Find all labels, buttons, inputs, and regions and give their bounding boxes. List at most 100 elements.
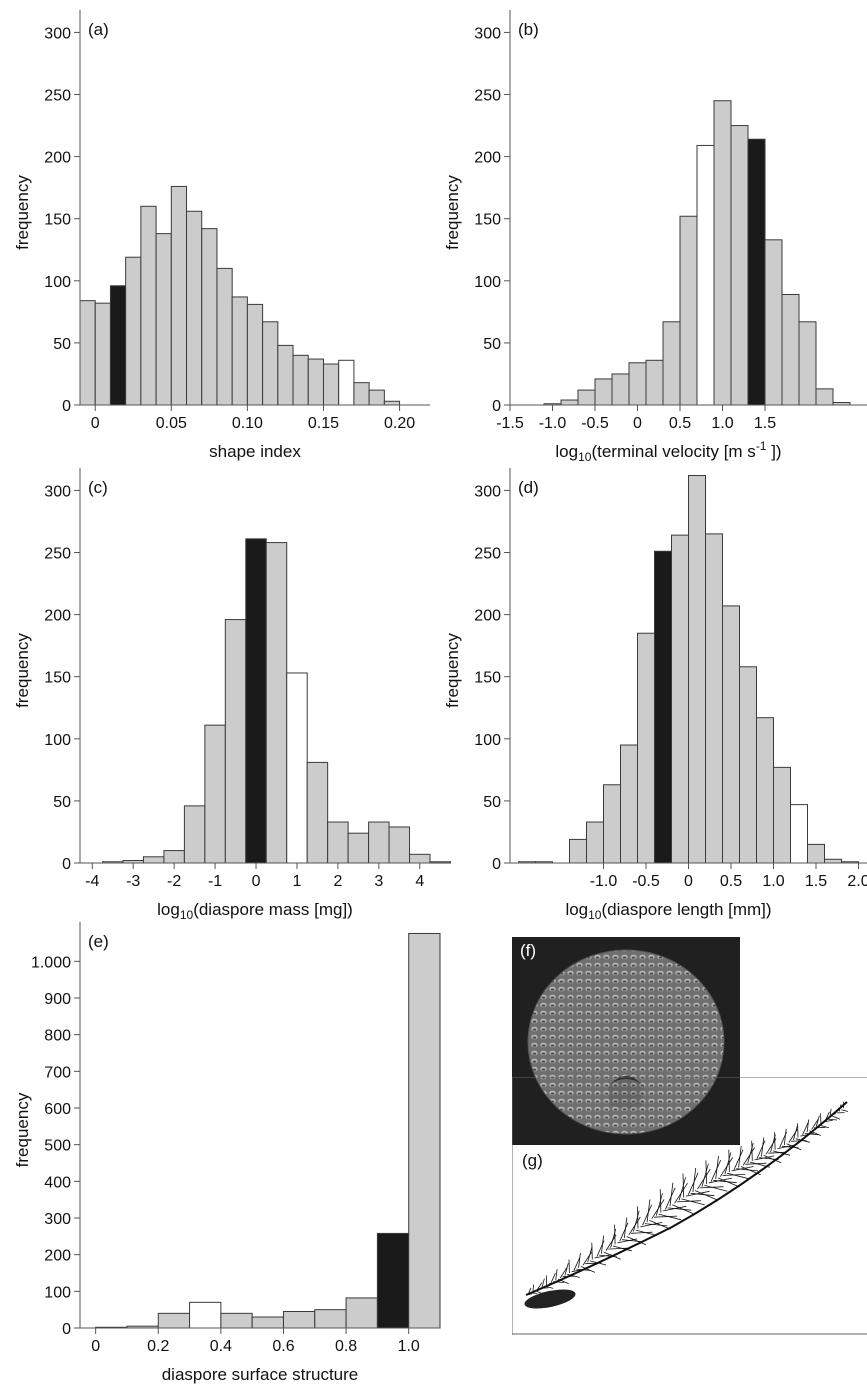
x-tick-label: 4	[415, 873, 424, 890]
histogram-bar	[322, 363, 340, 406]
histogram-bar	[569, 838, 587, 864]
y-tick-label: 300	[474, 483, 501, 500]
x-tick-label: 1	[293, 873, 302, 890]
histogram-bar	[94, 302, 111, 406]
x-tick-label: -2	[167, 873, 181, 890]
y-tick-label: 600	[44, 1101, 71, 1118]
y-tick-label: 400	[44, 1174, 71, 1191]
y-tick-label: 700	[44, 1064, 71, 1081]
y-axis-title: frequency	[13, 1092, 32, 1167]
panel-label: (c)	[88, 478, 108, 497]
histogram-bar	[594, 378, 613, 406]
histogram-bar	[292, 354, 309, 406]
histogram-bar	[79, 300, 96, 406]
y-tick-label: 150	[474, 670, 501, 687]
x-axis-title: log10(terminal velocity [m s-1 ])	[555, 439, 781, 464]
x-tick-label: 0.5	[720, 873, 742, 890]
y-tick-label: 900	[44, 991, 71, 1008]
histogram-bar	[798, 321, 817, 406]
histogram-bar	[251, 1316, 284, 1329]
x-tick-label: -0.5	[632, 873, 660, 890]
histogram-bar	[747, 138, 766, 406]
y-tick-label: 100	[44, 274, 71, 291]
diaspore-drawing-image	[511, 1076, 867, 1335]
histogram-bar	[696, 144, 715, 406]
histogram-bar	[140, 205, 157, 406]
histogram-bar	[109, 285, 127, 406]
histogram-bar	[286, 672, 308, 864]
histogram-bar	[338, 359, 355, 406]
y-tick-label: 300	[474, 25, 501, 42]
diaspore-photo-panel-f: (f)	[512, 937, 740, 1145]
x-tick-label: 0.10	[232, 415, 263, 432]
histogram-bar	[739, 666, 757, 864]
x-tick-label: 0	[91, 415, 100, 432]
histogram-bar	[246, 303, 264, 406]
panel-a-histogram: 0 50 100 150 200 250 300 0 0.05 0.10 0.15 0.20 (a) fr…	[13, 10, 430, 461]
y-tick-label: 250	[44, 546, 71, 563]
histogram-bar	[790, 804, 808, 864]
histogram-bar	[262, 321, 279, 406]
histogram-bar	[224, 619, 247, 864]
x-tick-label: -3	[126, 873, 140, 890]
y-tick-label: 100	[474, 274, 501, 291]
y-axis-title: frequency	[443, 175, 462, 250]
x-tick-label: -4	[85, 873, 99, 890]
histogram-bar	[345, 1297, 378, 1329]
y-tick-label: 150	[44, 670, 71, 687]
y-tick-label: 300	[44, 483, 71, 500]
y-tick-label: 800	[44, 1028, 71, 1045]
y-tick-label: 250	[474, 546, 501, 563]
y-tick-label: 0	[492, 856, 501, 873]
y-tick-label: 150	[44, 212, 71, 229]
y-tick-label: 1.000	[31, 954, 71, 971]
x-tick-label: 1.5	[754, 415, 776, 432]
histogram-bar	[815, 388, 834, 406]
histogram-bar	[201, 228, 218, 406]
y-tick-label: 0	[62, 398, 71, 415]
histogram-bar	[353, 382, 370, 406]
y-tick-label: 50	[53, 336, 71, 353]
y-axis-title: frequency	[443, 633, 462, 708]
panel-c-histogram: 0 50 100 150 200 250 300 -4 -3 -2 -1 0 1 2 3 4 (c) freque…	[13, 468, 451, 922]
histogram-bar	[388, 826, 411, 864]
histogram-bar	[327, 821, 349, 864]
histogram-bar	[170, 185, 188, 406]
histogram-bar	[781, 293, 800, 406]
y-tick-label: 50	[483, 794, 501, 811]
x-tick-label: 0	[91, 1338, 100, 1355]
histogram-bar	[306, 761, 329, 864]
y-tick-label: 300	[44, 1211, 71, 1228]
histogram-bar	[688, 475, 706, 864]
x-axis-title: shape index	[209, 442, 301, 461]
histogram-bar	[824, 858, 842, 864]
histogram-bar	[216, 267, 233, 406]
x-tick-label: 2	[333, 873, 342, 890]
histogram-bar	[429, 861, 451, 864]
histogram-bar	[186, 210, 203, 406]
histogram-bar	[756, 717, 774, 864]
histogram-bar	[713, 100, 732, 406]
histogram-bar	[611, 373, 630, 406]
x-tick-label: 0.05	[156, 415, 187, 432]
histogram-bar	[157, 1312, 191, 1329]
panel-label: (b)	[518, 20, 539, 39]
y-tick-label: 250	[44, 88, 71, 105]
diaspore-photo-image	[527, 949, 725, 1135]
histogram-bar	[282, 1311, 316, 1329]
y-tick-label: 100	[474, 732, 501, 749]
panel-g-label: (g)	[522, 1151, 543, 1170]
x-tick-label: 1.0	[762, 873, 784, 890]
histogram-bar	[307, 358, 324, 406]
panel-f-label: (f)	[520, 941, 537, 960]
histogram-bar	[620, 744, 638, 864]
histogram-bar	[368, 389, 385, 406]
y-tick-label: 300	[44, 25, 71, 42]
histogram-bar	[155, 233, 172, 406]
panel-label: (a)	[88, 20, 109, 39]
histogram-bar	[603, 784, 621, 864]
histogram-bar	[204, 724, 226, 864]
x-tick-label: 3	[374, 873, 383, 890]
histogram-bar	[730, 125, 749, 406]
